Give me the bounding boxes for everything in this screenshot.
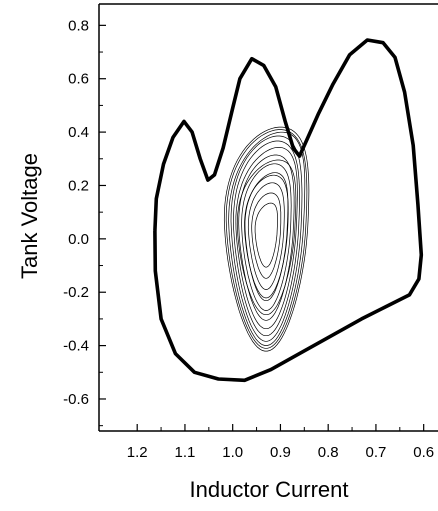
- y-axis-title: Tank Voltage: [17, 153, 42, 279]
- x-tick-label: 1.2: [127, 444, 148, 461]
- attractor-orbit-line: [247, 182, 285, 290]
- attractor-orbit-line: [228, 131, 306, 346]
- y-tick-label: -0.2: [63, 284, 89, 301]
- attractor-orbit-line: [251, 192, 282, 279]
- x-axis-title: Inductor Current: [190, 477, 349, 502]
- attractor-orbit-line: [233, 140, 300, 337]
- attractor-orbit-line: [254, 202, 278, 268]
- y-tick-label: 0.4: [68, 124, 89, 141]
- attractor-orbit-line: [230, 135, 303, 342]
- attractor-orbit-line: [223, 126, 310, 352]
- y-tick-label: 0.8: [68, 17, 89, 34]
- y-tick-label: 0.0: [68, 231, 89, 248]
- attractor-orbit-line: [236, 159, 297, 316]
- attractor-orbit-line: [235, 147, 298, 330]
- attractor-orbit-line: [244, 172, 289, 302]
- attractor-orbit-line: [244, 174, 289, 299]
- attractor-orbit-line: [241, 163, 292, 311]
- attractor-orbit-line: [238, 154, 295, 321]
- x-tick-label: 1.1: [175, 444, 196, 461]
- thick-trajectory-line: [153, 38, 424, 383]
- attractor-thin-orbits: [223, 126, 310, 352]
- x-tick-label: 0.8: [318, 444, 339, 461]
- y-tick-label: -0.6: [63, 391, 89, 408]
- attractor-orbit-line: [225, 129, 308, 349]
- y-ticks: 0.8 0.6 0.4 0.2 0.0 -0.2 -0.4 -0.6: [63, 17, 106, 427]
- x-tick-label: 0.7: [365, 444, 386, 461]
- y-tick-label: 0.2: [68, 177, 89, 194]
- y-tick-label: -0.4: [63, 338, 89, 355]
- x-tick-label: 1.0: [222, 444, 243, 461]
- y-tick-label: 0.6: [68, 71, 89, 88]
- x-tick-label: 0.6: [413, 444, 434, 461]
- x-ticks: 1.2 1.1 1.0 0.9 0.8 0.7 0.6: [127, 424, 434, 461]
- x-tick-label: 0.9: [270, 444, 291, 461]
